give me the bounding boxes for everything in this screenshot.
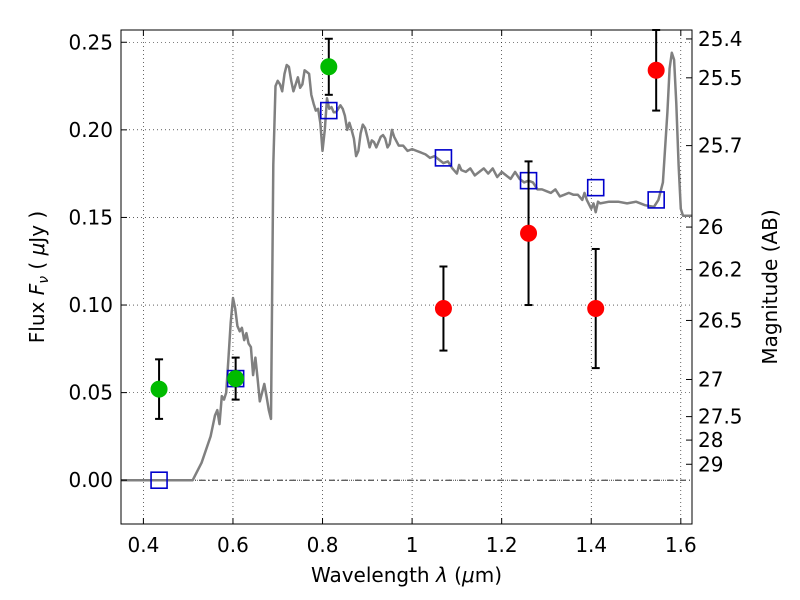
x-tick-label: 0.8 [307, 533, 339, 557]
data-marker [320, 58, 338, 76]
model-photometry-square [319, 101, 338, 120]
data-marker [520, 224, 538, 242]
x-tick-label: 0.6 [217, 533, 249, 557]
y2-tick-label: 27.5 [698, 405, 743, 429]
x-tick-label: 1.2 [486, 533, 518, 557]
data-point [434, 265, 452, 352]
x-tick-label: 1 [406, 533, 419, 557]
x-axis: 0.4 0.6 0.8 1 1.2 1.4 1.6 [127, 30, 697, 557]
data-marker [434, 300, 452, 318]
y-tick-label: 0.10 [68, 293, 113, 317]
plot-area [121, 29, 692, 490]
y-tick-label: 0.25 [68, 30, 113, 54]
x-tick-label: 1.4 [575, 533, 607, 557]
y2-tick-label: 25.4 [698, 27, 743, 51]
data-point [587, 247, 605, 370]
y-tick-label: 0.00 [68, 468, 113, 492]
y2-tick-label: 27 [698, 367, 723, 391]
data-point [150, 358, 168, 420]
model-photometry-square [434, 149, 453, 167]
data-marker [587, 300, 605, 318]
model-photometry-square [647, 191, 665, 209]
model-spectrum-line [121, 51, 692, 482]
data-marker [647, 61, 665, 79]
data-marker [150, 380, 168, 398]
data-marker [227, 370, 245, 388]
y-tick-label: 0.20 [68, 118, 113, 142]
y2-tick-label: 26.5 [698, 308, 743, 332]
y-tick-label: 0.05 [68, 381, 113, 405]
y-axis-title: Flux Fν ( μJy ) [25, 211, 52, 343]
y-axis-left: 0.00 0.05 0.10 0.15 0.20 0.25 [68, 30, 127, 492]
data-point [520, 160, 538, 307]
plot-frame [120, 29, 693, 525]
x-axis-title: Wavelength λ (μm) [311, 563, 502, 587]
x-tick-label: 1.6 [665, 533, 697, 557]
y2-tick-label: 26 [698, 215, 723, 239]
data-point [227, 356, 245, 401]
y2-tick-label: 26.2 [698, 258, 743, 282]
y2-tick-label: 28 [698, 428, 723, 452]
y-tick-label: 0.15 [68, 205, 113, 229]
y2-tick-label: 25.5 [698, 66, 743, 90]
model-photometry-square [586, 178, 605, 197]
y2-tick-label: 25.7 [698, 134, 743, 158]
x-tick-label: 0.4 [127, 533, 159, 557]
model-photometry-square [150, 471, 168, 490]
y2-tick-label: 29 [698, 452, 723, 476]
data-point [320, 37, 338, 96]
y2-axis-title: Magnitude (AB) [758, 209, 782, 364]
